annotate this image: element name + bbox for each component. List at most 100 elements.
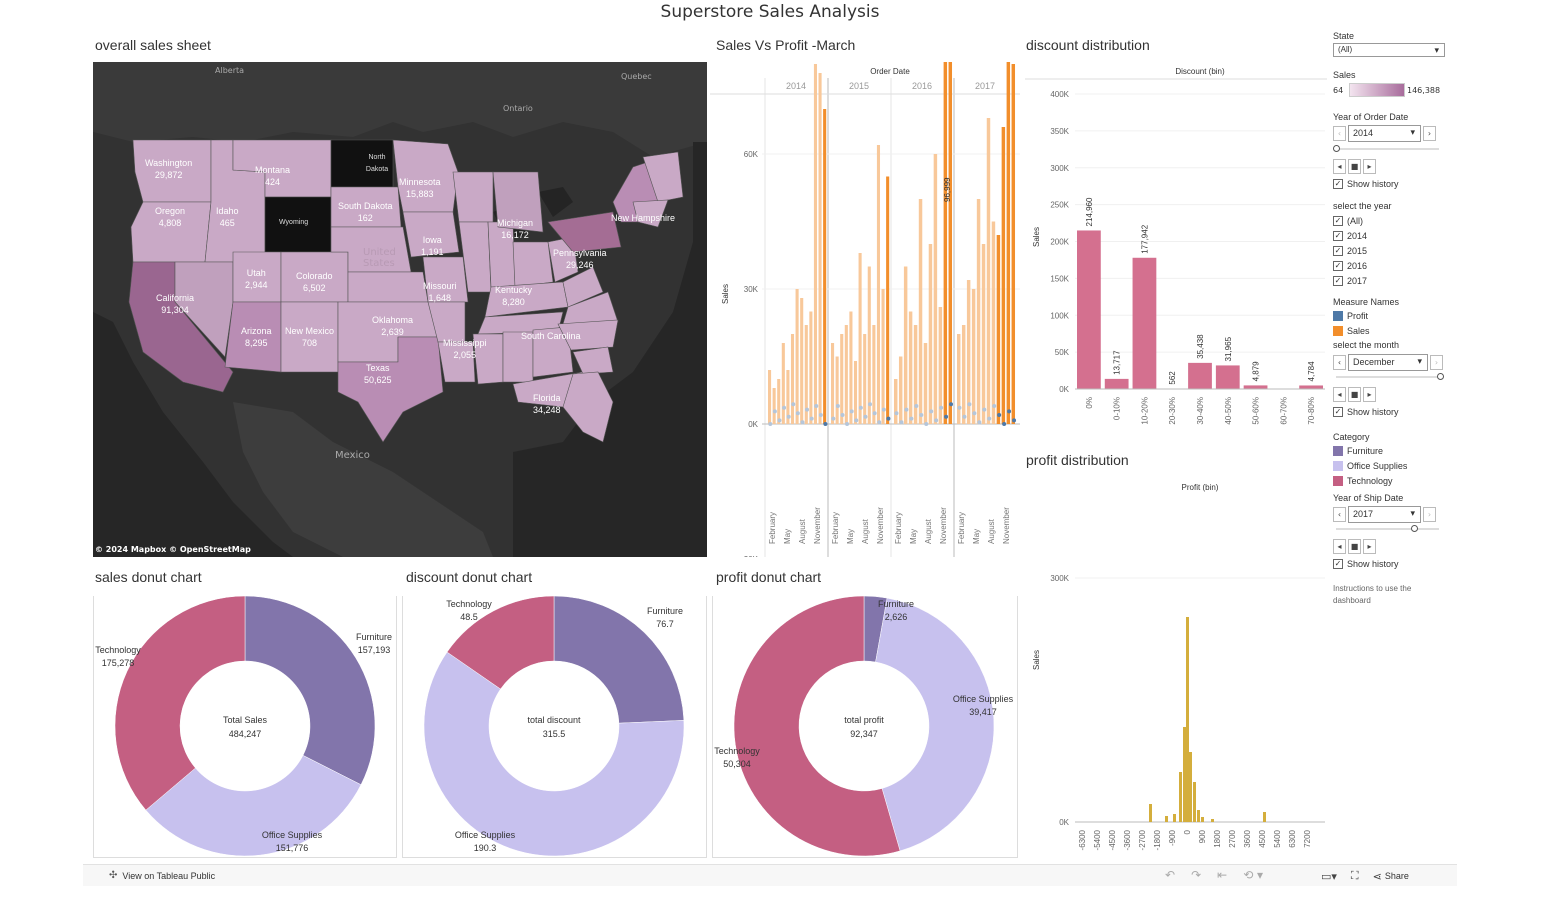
legend-item[interactable]: Profit <box>1333 308 1448 323</box>
sales-bar <box>804 325 808 424</box>
x-tick-label: 10-20% <box>1140 397 1149 425</box>
play-back-button[interactable]: ◂ <box>1333 539 1346 554</box>
view-on-tableau-link[interactable]: ✣ View on Tableau Public <box>109 870 216 881</box>
legend-item[interactable]: Technology <box>1333 473 1448 488</box>
legend-item[interactable]: Furniture <box>1333 443 1448 458</box>
bar-value-label: 214,960 <box>1085 197 1094 226</box>
profit-point <box>863 414 868 419</box>
ship-year-slider[interactable] <box>1333 524 1441 534</box>
sales-bar <box>943 19 948 424</box>
profit-point <box>1007 409 1012 414</box>
map-attribution[interactable]: © 2024 Mapbox © OpenStreetMap <box>95 545 251 554</box>
stop-button[interactable]: ■ <box>1348 539 1361 554</box>
y-tick-label: 300K <box>1050 164 1069 173</box>
share-button[interactable]: ⋖ Share <box>1372 869 1409 883</box>
ship-year-next-button[interactable]: › <box>1423 507 1436 522</box>
stop-button[interactable]: ■ <box>1348 387 1361 402</box>
profit-point <box>919 413 924 417</box>
redo-icon[interactable]: ↷ <box>1191 868 1202 882</box>
discount-distribution-chart[interactable]: Discount (bin) 400K 350K 300K 250K 200K 150K 10… <box>1025 62 1327 442</box>
donut-slice-label: Furniture <box>878 599 914 609</box>
x-tick-label: 6300 <box>1288 829 1297 847</box>
ship-show-history-checkbox[interactable]: ✓ Show history <box>1333 559 1399 569</box>
sales-bar <box>938 307 943 424</box>
profit-point <box>800 420 805 425</box>
sales-bar <box>933 154 938 424</box>
ship-year-dropdown[interactable]: 2017 <box>1348 506 1421 523</box>
month-dropdown[interactable]: December <box>1348 354 1428 371</box>
order-year-slider[interactable] <box>1333 144 1441 154</box>
year-option-checkbox[interactable]: ✓ 2014 <box>1333 230 1368 241</box>
legend-item[interactable]: Office Supplies <box>1333 458 1448 473</box>
profit-distribution-chart[interactable]: Profit (bin) 300K 0K Sales -6300 -5400 -4500 -3… <box>1025 478 1327 858</box>
play-back-button[interactable]: ◂ <box>1333 387 1346 402</box>
month-show-history-checkbox[interactable]: ✓ Show history <box>1333 407 1399 417</box>
donut-slice-label: Technology <box>95 645 141 655</box>
sales-bar <box>948 0 953 424</box>
month-tick-label: November <box>1002 507 1011 544</box>
profit-point <box>894 411 899 416</box>
bar-value-label: 31,965 <box>1224 336 1233 361</box>
slider-handle[interactable] <box>1411 525 1418 532</box>
month-prev-button[interactable]: ‹ <box>1333 355 1346 370</box>
y-tick-label: 400K <box>1050 90 1069 99</box>
refresh-icon[interactable]: ⟲ ▾ <box>1243 868 1264 882</box>
filter-panel: State (All) Sales 64 146,388 Year of Ord… <box>1333 30 1448 670</box>
profit-point <box>1002 422 1007 426</box>
device-layout-icon[interactable]: ▭▾ <box>1321 869 1337 883</box>
donut-center-value: 92,347 <box>850 729 878 739</box>
year-options: ✓ (All) ✓ 2014 ✓ 2015 ✓ 2016 ✓ 2017 <box>1333 213 1448 288</box>
ship-year-prev-button[interactable]: ‹ <box>1333 507 1346 522</box>
stop-button[interactable]: ■ <box>1348 159 1361 174</box>
profit-point <box>854 418 859 423</box>
discount-donut-chart[interactable]: total discount 315.5 Furniture 76.7 Office S… <box>402 595 707 858</box>
year-option-checkbox[interactable]: ✓ (All) <box>1333 215 1363 226</box>
order-year-prev-button[interactable]: ‹ <box>1333 126 1346 141</box>
profit-point <box>791 402 796 407</box>
fullscreen-icon[interactable]: ⛶ <box>1350 869 1359 882</box>
instructions-text[interactable]: Instructions to use the dashboard <box>1333 584 1412 605</box>
order-year-dropdown[interactable]: 2014 <box>1348 125 1421 142</box>
year-option-checkbox[interactable]: ✓ 2015 <box>1333 245 1368 256</box>
profit-donut-chart[interactable]: total profit 92,347 Furniture 2,626 Office S… <box>712 595 1018 858</box>
sales-vs-profit-chart[interactable]: Order Date2014201520162017120K90K60K30K0… <box>710 0 1020 564</box>
undo-icon[interactable]: ↶ <box>1165 868 1176 882</box>
y-axis-label: Sales <box>1032 650 1041 670</box>
donut-center-value: 484,247 <box>229 729 262 739</box>
sales-bar <box>908 311 913 424</box>
measure-names-label: Measure Names <box>1333 297 1400 307</box>
year-option-checkbox[interactable]: ✓ 2017 <box>1333 275 1368 286</box>
month-next-button[interactable]: › <box>1430 355 1443 370</box>
bar-value-label: 35,438 <box>1196 334 1205 359</box>
play-back-button[interactable]: ◂ <box>1333 159 1346 174</box>
profit-point <box>962 414 967 419</box>
x-tick-label: 50-60% <box>1252 397 1261 425</box>
revert-icon[interactable]: ⇤ <box>1217 868 1228 882</box>
order-year-next-button[interactable]: › <box>1423 126 1436 141</box>
sales-donut-chart[interactable]: Total Sales 484,247 Furniture 157,193 Office… <box>93 595 397 858</box>
play-button[interactable]: ▸ <box>1363 539 1376 554</box>
legend-swatch <box>1333 310 1343 321</box>
y-tick-label: 100K <box>1050 311 1069 320</box>
sales-map[interactable]: Alberta Quebec Ontario United States Mex… <box>93 62 707 557</box>
profit-bar <box>1197 810 1200 822</box>
sales-bar <box>781 343 785 424</box>
state-label: Oklahoma 2,639 <box>372 315 414 337</box>
tableau-logo-icon: ✣ <box>109 870 118 881</box>
profit-point <box>881 407 886 412</box>
y-tick-label: 0K <box>1059 385 1069 394</box>
month-slider[interactable] <box>1333 372 1445 382</box>
state-dropdown[interactable]: (All) <box>1333 43 1445 57</box>
x-tick-label: 0 <box>1183 829 1192 834</box>
legend-item[interactable]: Sales <box>1333 323 1448 338</box>
legend-swatch <box>1333 475 1343 486</box>
year-option-checkbox[interactable]: ✓ 2016 <box>1333 260 1368 271</box>
order-show-history-checkbox[interactable]: ✓ Show history <box>1333 179 1399 189</box>
slider-handle[interactable] <box>1333 145 1340 152</box>
play-button[interactable]: ▸ <box>1363 387 1376 402</box>
x-tick-label: 3600 <box>1243 829 1252 847</box>
profit-point <box>987 416 992 421</box>
play-button[interactable]: ▸ <box>1363 159 1376 174</box>
slider-handle[interactable] <box>1437 373 1444 380</box>
map-place-label: Quebec <box>621 72 652 81</box>
